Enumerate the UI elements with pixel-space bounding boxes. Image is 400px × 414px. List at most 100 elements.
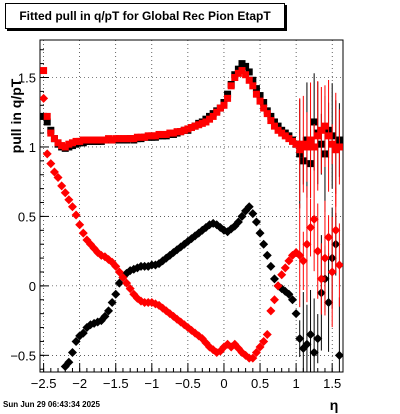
data-point [68,139,76,147]
data-point [188,124,195,132]
data-point [302,339,312,349]
data-point [67,348,77,358]
data-point [270,122,278,130]
data-series [40,60,343,372]
data-point [252,90,260,98]
data-point [107,298,117,308]
data-point [251,217,261,227]
x-axis-title: η [330,397,339,413]
data-point [249,76,257,84]
data-point [40,93,49,103]
data-point [260,104,268,112]
data-point [298,256,308,266]
data-point [112,135,120,143]
data-point [97,136,105,144]
data-point [173,128,181,136]
data-point [259,336,269,346]
data-point [169,129,177,137]
data-point [67,202,77,212]
data-point [278,129,286,137]
y-axis-title: pull in q/pT [8,78,24,153]
data-point [78,328,88,338]
data-point [334,350,343,360]
data-point [57,181,67,191]
data-point [61,143,69,151]
data-point [213,108,221,116]
data-point [288,295,297,305]
y-tick-label: 0 [29,279,36,294]
data-point [43,118,51,126]
data-point [166,129,174,137]
data-point [64,357,74,367]
data-point [244,202,254,212]
x-tick-label: −2.5 [31,376,57,391]
data-point [238,60,246,68]
data-point [309,214,319,224]
data-point [251,348,261,358]
data-point [105,135,113,143]
data-point [307,136,315,144]
data-point [125,284,135,294]
data-point [273,281,283,291]
x-tick-label: 1 [292,376,299,391]
data-point [267,117,275,125]
data-point [310,118,318,126]
data-point [90,136,98,144]
data-point [313,334,323,344]
data-point [237,211,247,221]
data-point [262,329,272,339]
data-point [242,71,250,79]
data-point [256,92,264,100]
data-point [126,135,134,143]
data-point [306,329,316,339]
data-point [79,136,87,144]
data-point [277,270,287,280]
data-point [40,67,48,75]
points-group [40,60,343,372]
data-point [248,209,258,219]
data-point [238,67,246,75]
data-point [108,136,116,144]
data-point [263,110,271,118]
data-point [292,140,300,148]
y-tick-label: 1.5 [18,71,36,86]
data-point [130,135,138,143]
data-point [43,112,51,120]
data-point [266,261,276,271]
x-tick-label: −2 [72,376,87,391]
data-point [123,135,131,143]
data-point [40,112,48,120]
data-point [144,132,152,140]
data-point [220,101,228,109]
x-tick-label: 0 [220,376,227,391]
y-axis: −0.5 0 0.5 1 1.5 [10,49,49,370]
data-point [313,246,323,256]
data-point [216,104,224,112]
data-point [328,140,336,148]
y-tick-label: −0.5 [10,348,36,363]
data-point [314,132,322,140]
data-point [72,137,80,145]
y-tick-label: 0.5 [18,209,36,224]
data-point [320,253,330,263]
data-point [206,115,214,123]
data-point [324,232,334,242]
data-point [274,126,282,134]
data-point [111,289,121,299]
data-point [101,136,109,144]
data-point [324,298,334,308]
data-point [118,273,128,283]
data-point [202,118,210,126]
data-point [191,122,199,130]
data-point [260,99,268,107]
data-point [75,220,85,230]
data-point [155,130,163,138]
data-point [249,82,257,90]
data-point [256,97,264,105]
data-point [227,82,235,90]
data-point [245,68,253,76]
data-point [54,139,62,147]
data-point [83,136,91,144]
data-point [114,278,124,288]
data-point [262,250,272,260]
